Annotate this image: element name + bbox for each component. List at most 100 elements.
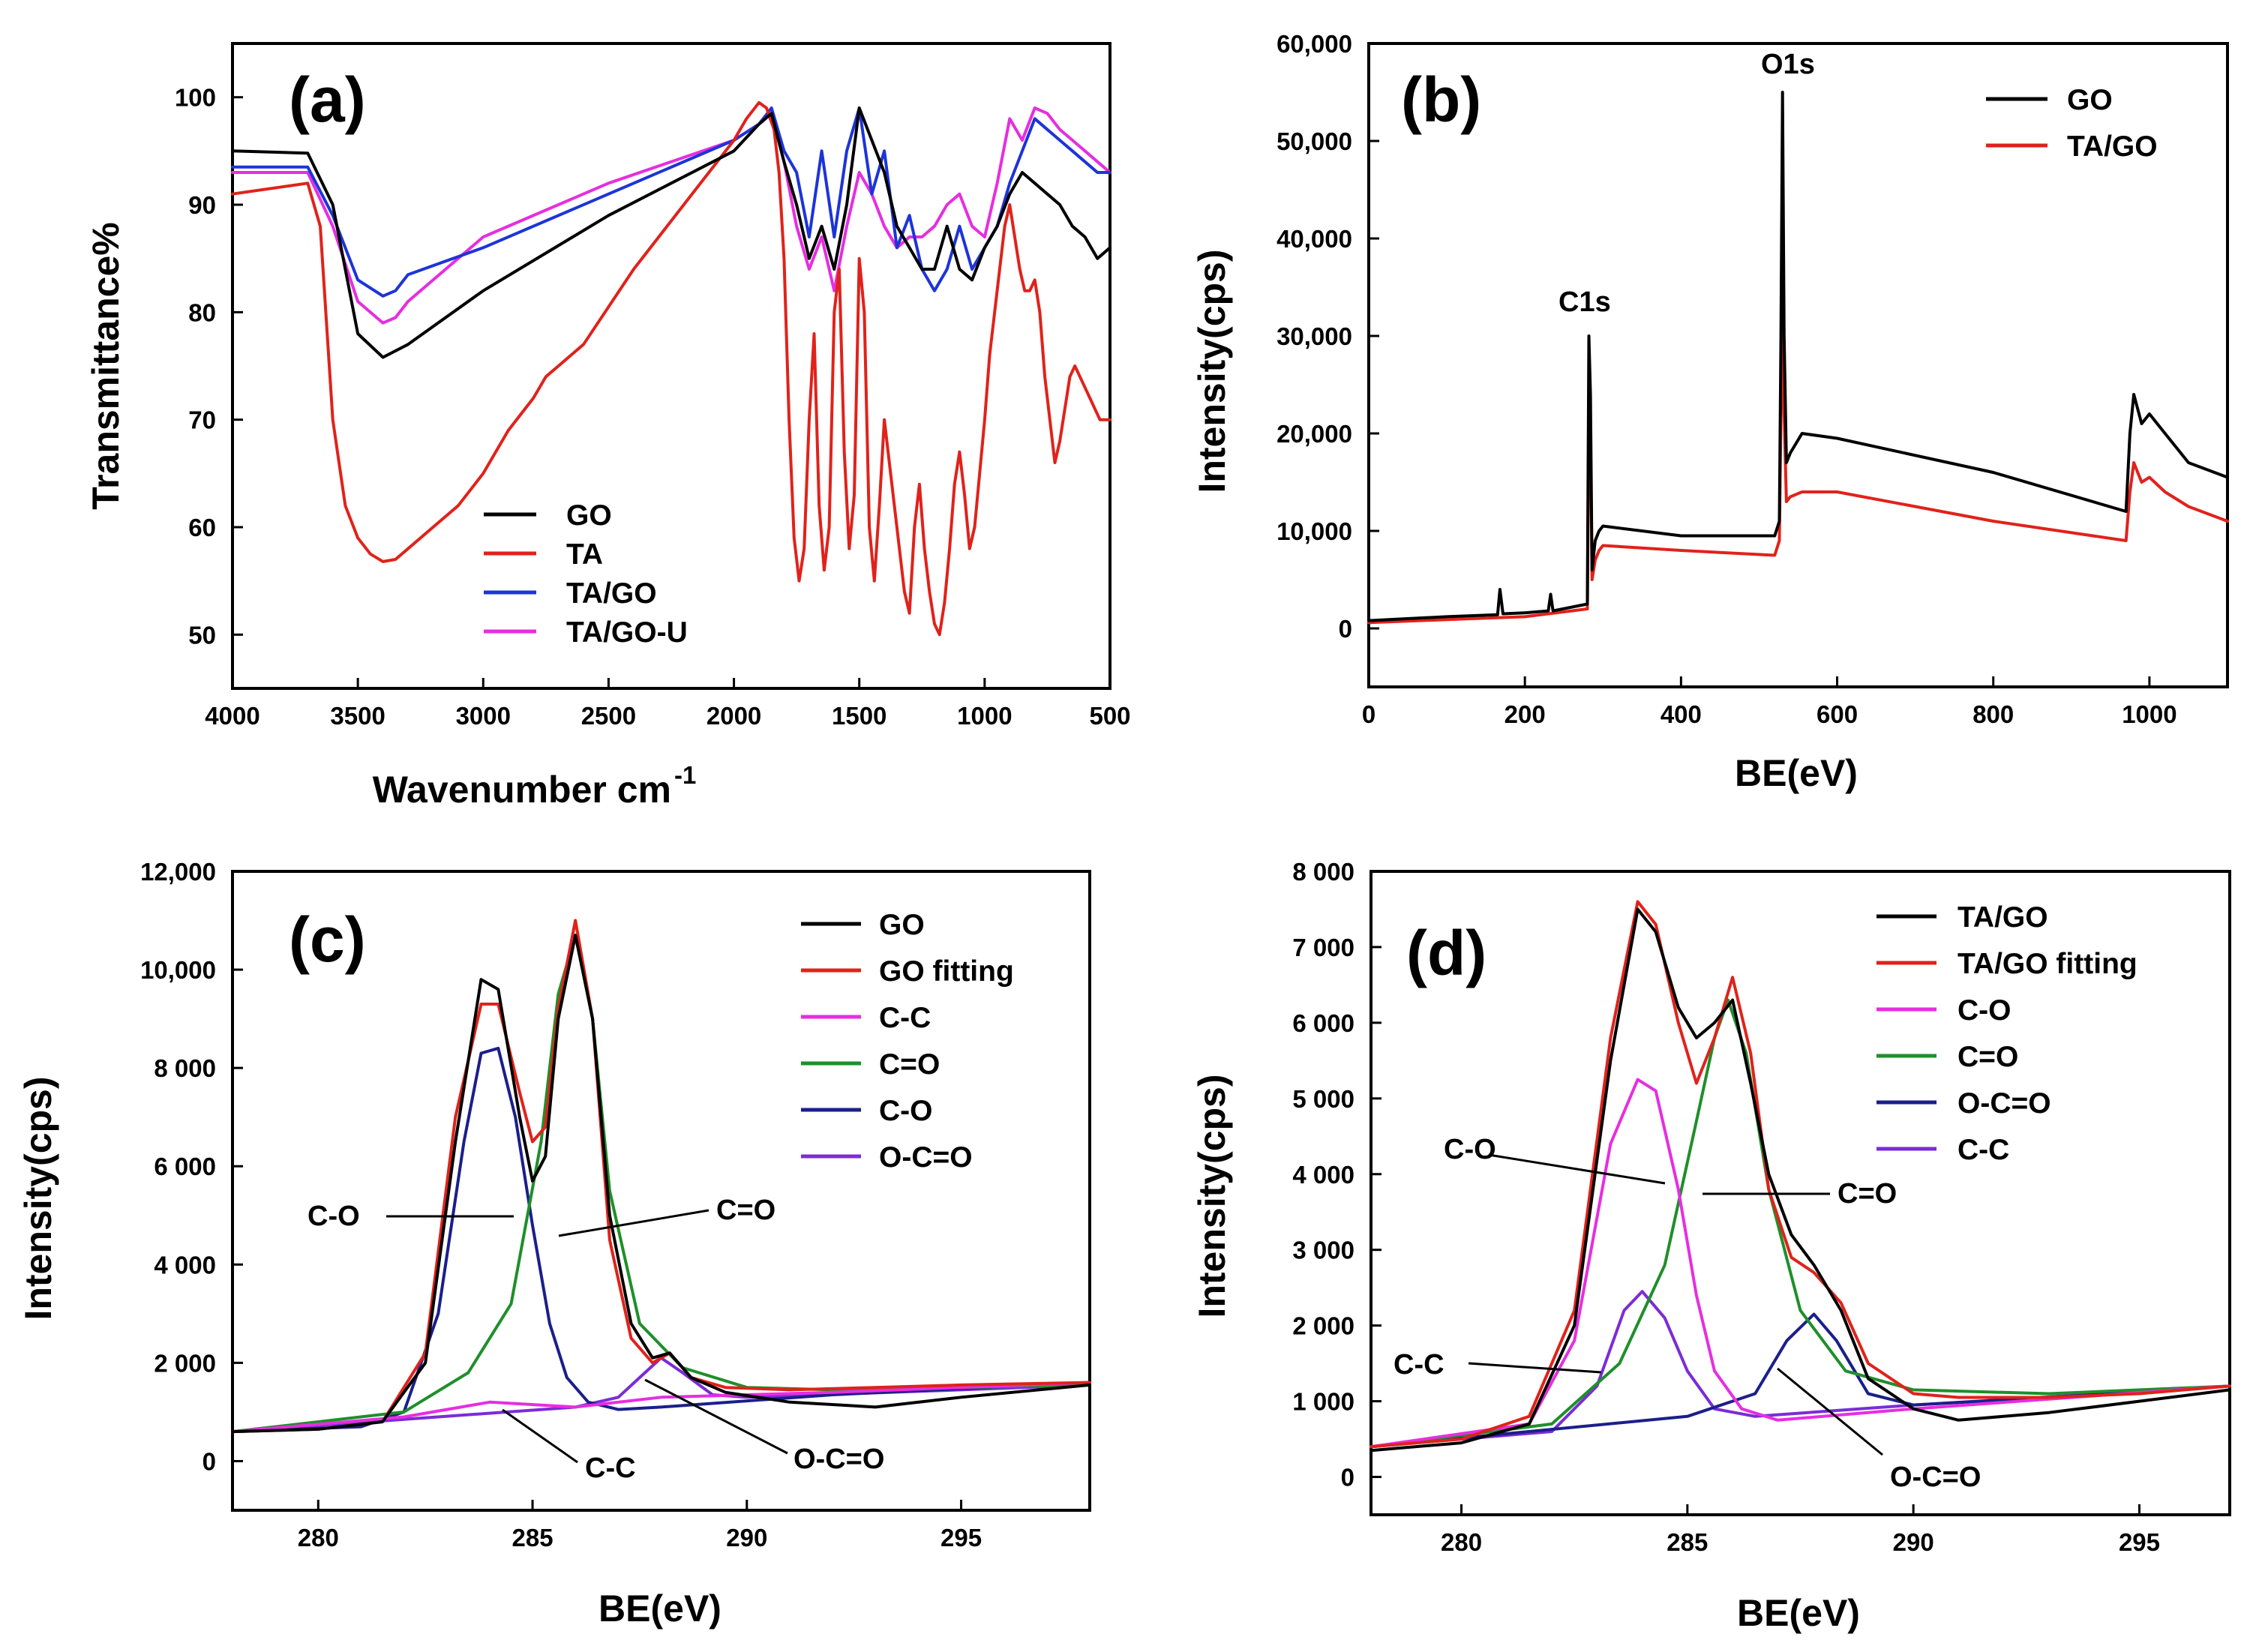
x-tick-label-b: 200	[1504, 700, 1546, 728]
x-axis-label-c: BE(eV)	[598, 1588, 722, 1630]
legend-label-oceo-d: O-C=O	[1958, 1087, 2051, 1120]
y-tick-label-b: 60,000	[1276, 30, 1352, 58]
x-tick-label-b: 1000	[2122, 700, 2176, 728]
annotation-oceo-d: O-C=O	[1890, 1462, 1981, 1493]
annotation-ceo-c: C=O	[716, 1195, 776, 1226]
x-tick-label-d: 280	[1441, 1528, 1482, 1556]
annotation-ceo-d: C=O	[1838, 1178, 1897, 1210]
y-tick-label-a: 50	[188, 621, 216, 649]
y-tick-label-a: 70	[188, 406, 216, 434]
y-tick-label-c: 10,000	[140, 956, 216, 984]
panel-label-a: (a)	[289, 64, 366, 135]
y-tick-label-c: 0	[202, 1447, 216, 1475]
panel-label-d: (d)	[1406, 918, 1486, 988]
series-line-go-a	[231, 106, 1112, 359]
y-tick-label-a: 80	[188, 298, 216, 326]
plot-frame-d	[1370, 870, 2231, 1516]
legend-label-oceo-c: O-C=O	[879, 1141, 973, 1174]
y-tick-label-c: 8 000	[154, 1054, 216, 1082]
x-axis-label-a: Wavenumber cm	[373, 769, 671, 811]
series-line-c-o-d	[1370, 998, 2231, 1449]
annotation-o1s-b: O1s	[1761, 49, 1815, 80]
annotation-c1s-b: C1s	[1558, 286, 1611, 318]
legend-label-co-d: C-O	[1958, 994, 2012, 1027]
series-line-ta-go-fitting-d	[1370, 900, 2231, 1449]
x-tick-label-d: 290	[1893, 1528, 1934, 1556]
x-tick-label-a: 1500	[832, 702, 886, 730]
ticks-c: 280 285 290 295 0 2 000 4 000 6 000 8 000 10,000 1…	[140, 858, 982, 1552]
leader-line-cc-d	[1468, 1362, 1602, 1374]
x-tick-label-d: 295	[2119, 1528, 2160, 1556]
y-tick-label-d: 8 000	[1292, 858, 1354, 886]
x-tick-label-c: 280	[298, 1524, 339, 1552]
panel-d: (d) 280 285 290 295 0 1 000 2 000 3 000 4 000 5 0…	[1191, 858, 2231, 1634]
x-tick-label-a: 500	[1089, 702, 1130, 730]
series-line-c-c-d	[1370, 1290, 2231, 1449]
x-tick-label-b: 0	[1362, 700, 1376, 728]
x-tick-label-a: 3000	[456, 702, 511, 730]
annotation-co-c: C-O	[308, 1201, 360, 1232]
y-tick-label-c: 4 000	[154, 1251, 216, 1279]
legend-d: TA/GO TA/GO fitting C-O C=O O-C=O C-C	[1876, 901, 2138, 1166]
series-line-go-fitting-c	[231, 919, 1091, 1434]
y-tick-label-d: 1 000	[1292, 1388, 1354, 1416]
legend-c: GO GO fitting C-C C=O C-O O-C=O	[801, 909, 1014, 1174]
series-a	[231, 100, 1112, 637]
y-axis-label-b: Intensity(cps)	[1191, 249, 1233, 493]
legend-label-gofit-c: GO fitting	[879, 955, 1014, 988]
y-tick-label-c: 6 000	[154, 1153, 216, 1180]
series-line-c-c-c	[231, 1381, 1091, 1434]
y-tick-label-d: 0	[1341, 1464, 1354, 1492]
panel-c: (c) 280 285 290 295 0 2 000 4 000 6 000 8 000 10,…	[17, 858, 1091, 1630]
series-line-ta-a	[231, 100, 1112, 637]
x-tick-label-c: 290	[726, 1524, 767, 1552]
y-tick-label-d: 2 000	[1292, 1312, 1354, 1340]
annotation-co-d: C-O	[1444, 1134, 1496, 1165]
legend-label-cc-c: C-C	[879, 1002, 931, 1034]
legend-label-tago-b: TA/GO	[2067, 130, 2158, 163]
y-tick-label-b: 50,000	[1276, 127, 1352, 155]
legend-label-tago-d: TA/GO	[1958, 901, 2048, 934]
legend-label-tagofit-d: TA/GO fitting	[1958, 948, 2138, 980]
x-tick-label-b: 600	[1816, 700, 1858, 728]
y-tick-label-b: 30,000	[1276, 322, 1352, 350]
y-tick-label-b: 0	[1339, 615, 1352, 643]
panel-a: (a) 4000 3500 3000 2500 2000 1500 1000 500 50 60 7…	[85, 42, 1131, 811]
series-line-c-o-c	[231, 1046, 1091, 1434]
leader-line-oceo-c	[644, 1378, 788, 1455]
plot-frame-b	[1367, 42, 2229, 688]
x-axis-label-d: BE(eV)	[1737, 1592, 1860, 1634]
panel-label-c: (c)	[289, 904, 366, 975]
x-tick-label-a: 1000	[957, 702, 1012, 730]
y-tick-label-c: 2 000	[154, 1349, 216, 1377]
y-tick-label-d: 3 000	[1292, 1237, 1354, 1264]
y-tick-label-d: 4 000	[1292, 1161, 1354, 1189]
y-axis-label-a: Transmittance%	[85, 222, 127, 509]
annotation-cc-d: C-C	[1394, 1349, 1444, 1381]
plot-frame-c	[231, 870, 1091, 1512]
legend-label-cc-d: C-C	[1958, 1134, 2009, 1166]
y-tick-label-d: 6 000	[1292, 1009, 1354, 1037]
series-line-c-o-d	[1370, 1078, 2231, 1449]
y-axis-label-d: Intensity(cps)	[1191, 1074, 1233, 1318]
ticks-a: 4000 3500 3000 2500 2000 1500 1000 500 50 60 70 80 9…	[175, 84, 1131, 730]
legend-label-ceo-d: C=O	[1958, 1041, 2018, 1073]
series-line-ta-go-a	[231, 106, 1112, 298]
x-tick-label-a: 4000	[205, 702, 260, 730]
legend-label-tagou-a: TA/GO-U	[566, 616, 688, 649]
x-tick-label-c: 295	[940, 1524, 982, 1552]
x-tick-label-a: 2500	[581, 702, 636, 730]
plot-frame-a	[231, 42, 1112, 690]
legend-label-tago-a: TA/GO	[566, 577, 657, 610]
y-tick-label-b: 20,000	[1276, 420, 1352, 448]
ticks-b: 0 200 400 600 800 1000 0 10,000 20,000 30,000 40,0…	[1276, 30, 2177, 728]
series-line-ta-go-d	[1370, 907, 2231, 1453]
annotation-cc-c: C-C	[585, 1453, 636, 1484]
panel-label-b: (b)	[1401, 64, 1481, 135]
y-tick-label-c: 12,000	[140, 858, 216, 886]
series-b	[1367, 91, 2229, 625]
ticks-d: 280 285 290 295 0 1 000 2 000 3 000 4 000 5 000 6 …	[1292, 858, 2160, 1556]
series-d	[1370, 900, 2231, 1453]
series-line-go-b	[1367, 91, 2229, 622]
x-axis-label-b: BE(eV)	[1735, 752, 1858, 794]
